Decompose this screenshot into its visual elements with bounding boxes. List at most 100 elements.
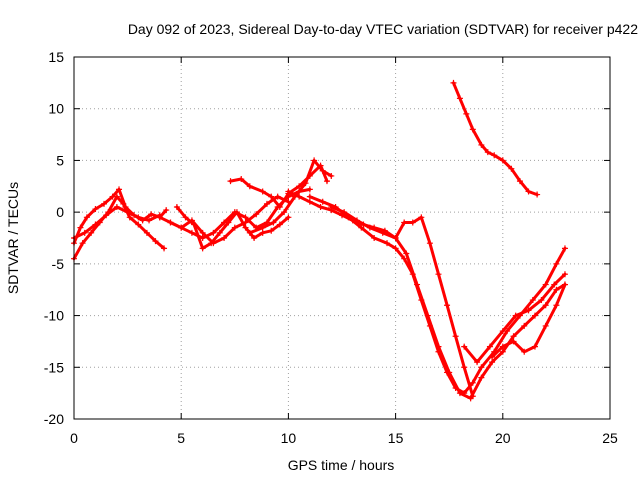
data-point <box>225 219 232 226</box>
data-point <box>444 369 451 376</box>
data-point <box>418 297 425 304</box>
data-point <box>156 214 163 221</box>
y-tick-label: 5 <box>56 152 64 168</box>
data-point <box>403 250 410 257</box>
data-point <box>435 271 442 278</box>
data-point <box>508 165 515 172</box>
data-point <box>534 191 541 198</box>
y-tick-label: 10 <box>48 101 64 117</box>
data-point <box>227 178 234 185</box>
data-point <box>463 110 470 117</box>
data-point <box>268 193 275 200</box>
data-point <box>478 141 485 148</box>
data-point <box>561 271 568 278</box>
data-point <box>510 338 517 345</box>
y-tick-label: -20 <box>44 411 64 427</box>
data-point <box>553 302 560 309</box>
data-point <box>384 240 391 247</box>
data-point <box>208 240 215 247</box>
data-point <box>478 364 485 371</box>
data-point <box>366 224 373 231</box>
data-point <box>474 359 481 366</box>
data-point <box>510 333 517 340</box>
data-point <box>259 188 266 195</box>
data-point <box>101 200 108 207</box>
data-point <box>499 328 506 335</box>
data-point <box>516 178 523 185</box>
data-point <box>461 343 468 350</box>
series-track-11 <box>328 203 476 400</box>
series-track-10 <box>306 193 568 397</box>
series-track-14 <box>450 79 541 198</box>
data-point <box>113 193 120 200</box>
data-point <box>323 178 330 185</box>
data-point <box>499 343 506 350</box>
data-point <box>306 193 313 200</box>
data-point <box>525 307 532 314</box>
x-tick-label: 5 <box>177 430 185 446</box>
data-point <box>135 221 142 228</box>
data-point <box>521 348 528 355</box>
data-point <box>238 176 245 183</box>
data-point <box>469 393 476 400</box>
series-line <box>72 195 166 261</box>
data-point <box>461 390 468 397</box>
series-track-6 <box>173 203 292 252</box>
data-point <box>231 224 238 231</box>
data-point <box>296 193 303 200</box>
data-point <box>358 224 365 231</box>
y-tick-label: -15 <box>44 359 64 375</box>
data-point <box>531 343 538 350</box>
data-point <box>484 149 491 156</box>
series-track-13 <box>489 281 568 360</box>
data-point <box>354 217 361 224</box>
data-point <box>182 214 189 221</box>
series-track-8 <box>246 157 335 236</box>
data-point <box>499 157 506 164</box>
data-point <box>512 312 519 319</box>
data-point <box>268 227 275 234</box>
data-point <box>188 229 195 236</box>
data-point <box>143 229 150 236</box>
data-point <box>306 198 313 205</box>
data-point <box>276 203 283 210</box>
data-point <box>435 348 442 355</box>
data-point <box>306 186 313 193</box>
y-tick-label: -5 <box>52 256 65 272</box>
data-point <box>311 157 318 164</box>
data-point <box>81 229 88 236</box>
data-point <box>553 286 560 293</box>
data-point <box>135 214 142 221</box>
data-point <box>328 203 335 210</box>
series-track-9 <box>285 188 568 402</box>
data-point <box>561 281 568 288</box>
series-line <box>229 164 329 209</box>
data-point <box>246 229 253 236</box>
data-point <box>409 271 416 278</box>
data-point <box>392 235 399 241</box>
data-point <box>392 245 399 252</box>
data-point <box>478 374 485 381</box>
series-track-2 <box>71 193 168 262</box>
data-point <box>409 219 416 226</box>
data-point <box>221 235 228 241</box>
data-point <box>216 229 223 236</box>
data-point <box>274 193 281 200</box>
data-point <box>242 214 249 221</box>
data-point <box>426 240 433 247</box>
data-point <box>317 203 324 210</box>
data-point <box>444 302 451 309</box>
data-point <box>163 207 170 214</box>
data-point <box>276 221 283 228</box>
data-point <box>79 240 86 247</box>
data-point <box>371 235 378 241</box>
data-point <box>401 255 408 262</box>
data-point <box>341 209 348 216</box>
data-point <box>270 219 277 226</box>
x-tick-label: 25 <box>602 430 618 446</box>
data-point <box>210 229 217 236</box>
data-point <box>178 224 185 231</box>
data-point <box>489 353 496 360</box>
data-point <box>152 238 159 245</box>
data-point <box>120 200 127 207</box>
